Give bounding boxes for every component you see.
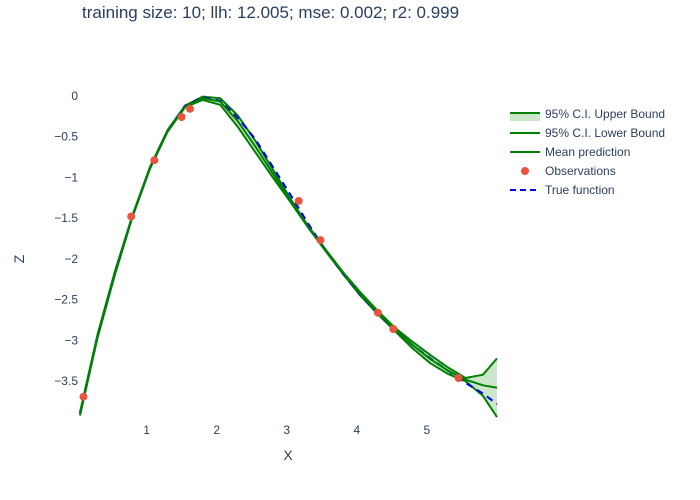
y-tick-label: −2 <box>64 252 78 266</box>
x-tick-label: 3 <box>283 423 290 437</box>
x-tick-label: 4 <box>353 423 360 437</box>
observation-point <box>316 236 325 245</box>
observation-point <box>79 392 88 401</box>
observation-point <box>150 156 159 165</box>
y-tick-label: −1 <box>64 170 78 184</box>
legend-label: 95% C.I. Lower Bound <box>545 126 665 140</box>
observation-point <box>177 113 186 121</box>
chart-title: training size: 10; llh: 12.005; mse: 0.0… <box>82 3 459 22</box>
x-tick-label: 5 <box>424 423 431 437</box>
legend-item[interactable]: 95% C.I. Upper Bound <box>510 107 665 121</box>
x-axis-ticks: 1 2 3 4 5 <box>143 423 430 437</box>
legend-label: Mean prediction <box>545 145 630 159</box>
y-axis-ticks: 0 −0.5 −1 −1.5 −2 −2.5 −3 −3.5 <box>54 89 78 388</box>
legend-label: True function <box>545 183 615 197</box>
observation-point <box>373 308 382 317</box>
plot-area[interactable] <box>79 95 498 418</box>
observation-point <box>454 374 463 382</box>
series-line-95-c-i-lower-bound <box>79 98 498 418</box>
observations-points <box>79 104 463 401</box>
observation-point <box>389 325 398 333</box>
x-tick-label: 1 <box>143 423 150 437</box>
y-tick-label: −1.5 <box>54 211 78 225</box>
y-tick-label: −3 <box>64 333 78 347</box>
y-tick-label: −3.5 <box>54 374 78 388</box>
observation-point <box>186 104 194 113</box>
x-tick-label: 2 <box>213 423 220 437</box>
legend-item[interactable]: 95% C.I. Lower Bound <box>510 126 665 140</box>
y-tick-label: 0 <box>71 89 78 103</box>
legend-item[interactable]: Mean prediction <box>510 145 630 159</box>
y-tick-label: −2.5 <box>54 293 78 307</box>
legend-swatch-marker <box>521 167 529 175</box>
legend-label: Observations <box>545 164 616 178</box>
ci-band-fill <box>80 96 497 418</box>
legend[interactable]: 95% C.I. Upper Bound 95% C.I. Lower Bound… <box>510 107 665 197</box>
legend-swatch-band <box>510 113 540 121</box>
y-tick-label: −0.5 <box>54 130 78 144</box>
y-axis-title: Z <box>11 254 27 263</box>
observation-point <box>294 197 303 205</box>
legend-label: 95% C.I. Upper Bound <box>545 107 665 121</box>
observation-point <box>127 212 136 221</box>
series-lines <box>79 95 498 418</box>
x-axis-title: X <box>283 447 293 463</box>
series-line-mean-prediction <box>79 97 498 415</box>
legend-item[interactable]: Observations <box>521 164 616 178</box>
confidence-band <box>80 96 497 418</box>
legend-item[interactable]: True function <box>510 183 615 197</box>
